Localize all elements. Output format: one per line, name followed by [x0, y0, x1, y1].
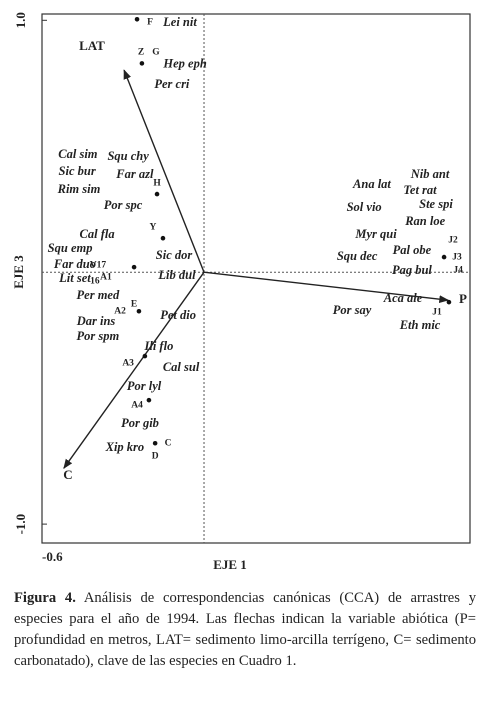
arrow-label: C: [63, 467, 72, 482]
site-label: J2: [448, 235, 458, 245]
site-label: E: [131, 299, 137, 309]
species-label: Lei nit: [162, 15, 197, 29]
arrow: [203, 271, 450, 304]
species-label: Nib ant: [410, 167, 450, 181]
species-label: Lit set: [58, 271, 91, 285]
species-label: Ili flo: [144, 339, 174, 353]
site-label: J4: [453, 265, 463, 275]
species-label: Sic dor: [156, 248, 193, 262]
site-label: A2: [114, 306, 126, 316]
chart: EJE 1 EJE 3 1.0 -1.0 -0.6 LAT P C F Z G H Y V17 16 A1…: [11, 12, 471, 572]
arrow: [123, 69, 205, 273]
y-tick-label: 1.0: [13, 12, 28, 28]
x-axis-label: EJE 1: [213, 557, 247, 572]
site-point: [139, 61, 145, 66]
arrow-label: P: [459, 291, 467, 306]
site-label: C: [165, 438, 172, 448]
site-point: [136, 308, 142, 314]
site-label: Y: [150, 222, 157, 232]
site-label: A4: [131, 400, 143, 410]
site-label: D: [152, 451, 159, 461]
caption-label: Figura 4.: [14, 590, 76, 606]
species-label: Por say: [333, 303, 372, 317]
species-label: Far azl: [115, 167, 154, 181]
caption: Figura 4. Análisis de correspondencias c…: [14, 588, 476, 672]
species-label: Por gib: [121, 416, 159, 430]
species-label: Por spc: [104, 198, 143, 212]
site-point: [160, 235, 166, 241]
species-label: Squ dec: [337, 249, 378, 263]
species-label: Dar ins: [76, 314, 116, 328]
species-label: Per cri: [154, 77, 190, 91]
site-point: [154, 191, 160, 197]
site-label: H: [153, 178, 161, 188]
site-label: A3: [122, 358, 134, 368]
species-label: Cal fla: [80, 227, 115, 241]
y-axis-label: EJE 3: [11, 255, 26, 289]
site-label: J1: [432, 307, 442, 317]
site-label: Z: [138, 47, 144, 57]
species-label: Hep eph: [162, 56, 206, 70]
species-label: Pal obe: [393, 243, 432, 257]
site-label: F: [147, 18, 153, 28]
species-label: Rim sim: [57, 182, 101, 196]
species-label: Squ emp: [48, 241, 93, 255]
species-label: Xip kro: [105, 440, 145, 454]
site-label: J3: [452, 252, 462, 262]
plot-frame: [41, 13, 471, 544]
species-label: Far duo: [53, 257, 96, 271]
species-label: Ran loe: [404, 214, 445, 228]
species-label: Cal sim: [58, 147, 98, 161]
species-label: Por spm: [77, 329, 120, 343]
site-point: [134, 16, 140, 22]
site-label: A1: [100, 272, 112, 282]
site-label: G: [152, 47, 160, 57]
site-point: [152, 440, 158, 446]
species-label: Per med: [77, 288, 120, 302]
site-point: [142, 353, 148, 359]
species-label: Pag bul: [392, 263, 432, 277]
site-point: [146, 397, 152, 403]
species-label: Aca ale: [383, 291, 423, 305]
site-point: [441, 254, 447, 260]
species-label: Sol vio: [347, 200, 382, 214]
x-tick-label: -0.6: [42, 549, 63, 564]
species-label: Cal sul: [163, 360, 200, 374]
species-label: Ana lat: [352, 177, 391, 191]
caption-text: Análisis de correspondencias canónicas (…: [14, 590, 476, 669]
site-point: [446, 299, 452, 305]
species-label: Tet rat: [403, 183, 437, 197]
species-label: Eth mic: [399, 318, 441, 332]
species-label: Pet dio: [160, 308, 196, 322]
species-label: Por lyl: [127, 379, 162, 393]
species-label: Squ chy: [107, 149, 149, 163]
site-point: [131, 264, 137, 270]
site-label: V17: [90, 260, 107, 270]
species-label: Lib dul: [157, 268, 196, 282]
site-label: 16: [90, 276, 100, 286]
arrow-label: LAT: [79, 38, 105, 53]
y-tick-label: -1.0: [13, 514, 28, 535]
species-label: Myr qui: [354, 227, 397, 241]
arrow: [63, 271, 205, 469]
species-label: Ste spi: [419, 197, 453, 211]
species-label: Sic bur: [59, 164, 96, 178]
